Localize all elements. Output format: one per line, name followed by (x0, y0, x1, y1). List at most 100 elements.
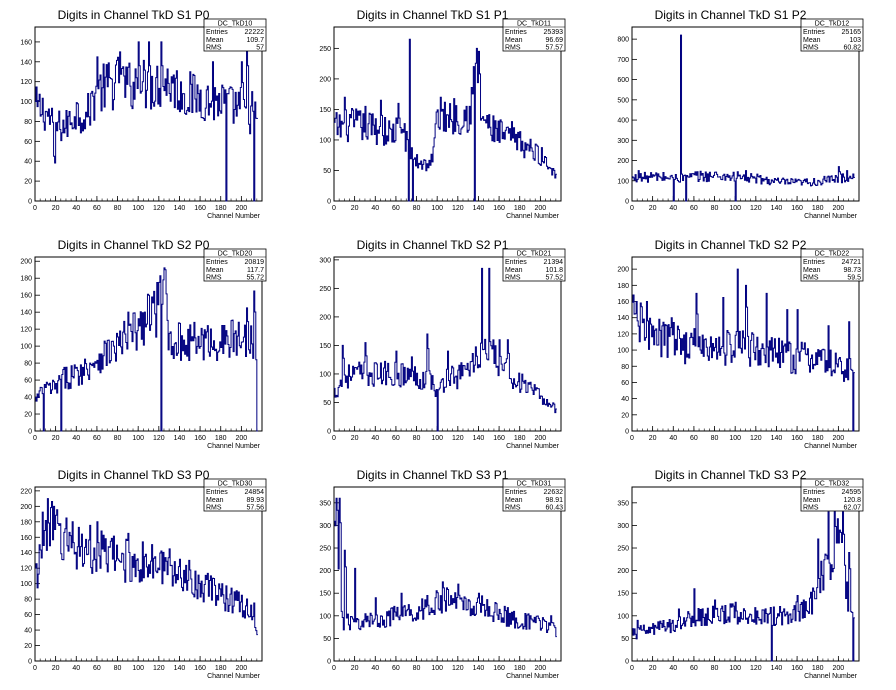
stats-value-entries: 22632 (544, 489, 564, 496)
stats-label-rms: RMS (803, 275, 819, 282)
x-axis-label: Channel Number (506, 213, 560, 220)
x-tick-label: 140 (771, 205, 783, 212)
y-tick-label: 0 (28, 199, 32, 206)
plot-title: Digits in Channel TkD S1 P0 (58, 8, 210, 22)
stats-label-rms: RMS (206, 275, 222, 282)
stats-label-rms: RMS (505, 505, 521, 512)
x-tick-label: 20 (649, 665, 657, 672)
stats-value-entries: 21394 (544, 259, 564, 266)
x-tick-label: 40 (669, 205, 677, 212)
x-tick-label: 60 (392, 435, 400, 442)
x-axis-label: Channel Number (506, 443, 560, 450)
x-tick-label: 100 (132, 435, 144, 442)
x-tick-label: 200 (535, 205, 547, 212)
stats-label-mean: Mean (803, 267, 821, 274)
stats-value-rms: 57.56 (246, 505, 264, 512)
stats-label-mean: Mean (803, 497, 821, 504)
x-tick-label: 120 (153, 435, 165, 442)
x-axis-label: Channel Number (506, 673, 560, 680)
stats-value-rms: 57 (256, 45, 264, 52)
x-tick-label: 60 (690, 435, 698, 442)
stats-value-mean: 120.8 (843, 497, 861, 504)
y-tick-label: 40 (24, 159, 32, 166)
y-tick-label: 40 (621, 396, 629, 403)
stats-label-rms: RMS (803, 505, 819, 512)
x-tick-label: 80 (711, 665, 719, 672)
stats-value-rms: 55.72 (246, 275, 264, 282)
stats-value-mean: 103 (849, 37, 861, 44)
y-tick-label: 50 (323, 400, 331, 407)
stats-value-entries: 25393 (544, 29, 564, 36)
stats-box-frame (203, 478, 267, 512)
y-tick-label: 0 (28, 659, 32, 666)
plot-title: Digits in Channel TkD S3 P0 (58, 468, 210, 482)
x-tick-label: 140 (473, 665, 485, 672)
y-tick-label: 120 (617, 331, 629, 338)
stats-label-mean: Mean (505, 497, 523, 504)
plot-frame (333, 256, 562, 432)
x-tick-label: 200 (236, 665, 248, 672)
y-tick-label: 200 (617, 568, 629, 575)
stats-box-frame (203, 18, 267, 52)
y-tick-label: 50 (323, 636, 331, 643)
x-tick-label: 140 (473, 205, 485, 212)
x-tick-label: 140 (771, 435, 783, 442)
y-tick-label: 100 (319, 371, 331, 378)
y-tick-label: 500 (617, 97, 629, 104)
stats-label-entries: Entries (206, 29, 228, 36)
x-tick-label: 120 (153, 665, 165, 672)
plot-title: Digits in Channel TkD S1 P2 (655, 8, 807, 22)
stats-label-mean: Mean (206, 497, 224, 504)
x-axis-label: Channel Number (804, 213, 858, 220)
x-tick-label: 160 (194, 665, 206, 672)
histogram-series (35, 498, 258, 636)
stats-label-mean: Mean (505, 37, 523, 44)
stats-label-entries: Entries (206, 259, 228, 266)
x-tick-label: 100 (431, 665, 443, 672)
y-tick-label: 180 (20, 276, 32, 283)
y-tick-label: 200 (20, 504, 32, 511)
plot-title: Digits in Channel TkD S2 P0 (58, 238, 210, 252)
x-tick-label: 200 (535, 665, 547, 672)
plot-title: Digits in Channel TkD S2 P2 (655, 238, 807, 252)
stats-box-frame (502, 248, 566, 282)
stats-label-entries: Entries (505, 489, 527, 496)
x-tick-label: 80 (114, 205, 122, 212)
x-tick-label: 160 (493, 665, 505, 672)
x-axis-label: Channel Number (207, 673, 261, 680)
histogram-panel-9: Digits in Channel TkD S3 P2 0 20 40 60 80 100 1… (617, 468, 864, 680)
stats-value-mean: 117.7 (247, 267, 264, 274)
x-tick-label: 60 (93, 435, 101, 442)
y-tick-label: 140 (20, 550, 32, 557)
x-tick-label: 200 (833, 435, 845, 442)
y-tick-label: 60 (24, 139, 32, 146)
x-tick-label: 160 (791, 435, 803, 442)
y-tick-label: 100 (617, 613, 629, 620)
stats-label-rms: RMS (206, 505, 222, 512)
plot-title: Digits in Channel TkD S2 P1 (357, 238, 509, 252)
x-axis-label: Channel Number (207, 443, 261, 450)
y-tick-label: 0 (625, 659, 629, 666)
plot-frame (333, 486, 562, 662)
x-tick-label: 60 (392, 665, 400, 672)
x-tick-label: 100 (729, 435, 741, 442)
stats-label-mean: Mean (505, 267, 523, 274)
x-tick-label: 0 (332, 435, 336, 442)
x-tick-label: 120 (452, 435, 464, 442)
stats-name: DC_TkD21 (517, 251, 552, 258)
y-tick-label: 300 (319, 257, 331, 264)
x-tick-label: 120 (452, 665, 464, 672)
x-tick-label: 20 (649, 435, 657, 442)
stats-label-entries: Entries (803, 259, 825, 266)
y-tick-label: 200 (319, 568, 331, 575)
y-tick-label: 0 (327, 199, 331, 206)
x-tick-label: 180 (812, 435, 824, 442)
y-tick-label: 160 (20, 39, 32, 46)
y-tick-label: 0 (28, 429, 32, 436)
x-tick-label: 80 (413, 205, 421, 212)
stats-value-entries: 25165 (842, 29, 862, 36)
histogram-series (632, 268, 855, 432)
stats-value-entries: 20819 (245, 259, 265, 266)
x-tick-label: 60 (93, 665, 101, 672)
